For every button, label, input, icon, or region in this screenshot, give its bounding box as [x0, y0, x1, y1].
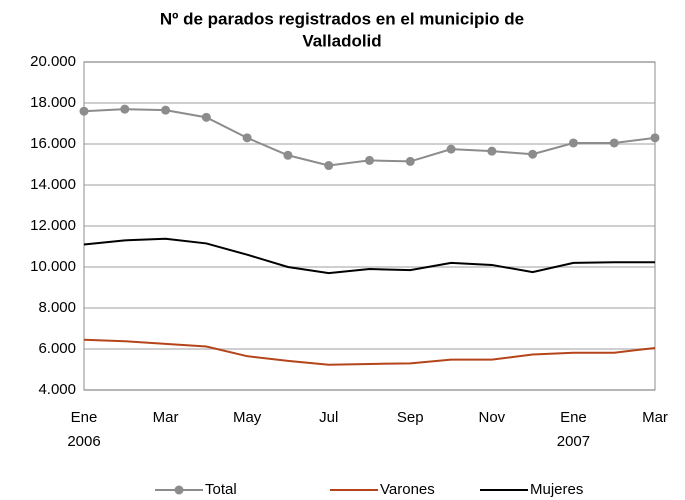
- y-tick-label: 4.000: [38, 381, 76, 398]
- x-tick-label: Sep: [397, 409, 424, 426]
- point-marker: [487, 146, 497, 156]
- legend-label: Mujeres: [530, 481, 583, 498]
- chart-title: Nº de parados registrados en el municipi…: [160, 9, 524, 28]
- point-marker: [161, 105, 171, 115]
- point-marker: [242, 133, 252, 143]
- y-tick-label: 6.000: [38, 340, 76, 357]
- legend-label: Varones: [380, 481, 435, 498]
- x-year-label: 2007: [557, 433, 590, 450]
- point-marker: [446, 144, 456, 154]
- x-tick-label: May: [233, 409, 262, 426]
- x-year-label: 2006: [67, 433, 100, 450]
- legend-label: Total: [205, 481, 237, 498]
- point-marker: [201, 112, 211, 122]
- x-tick-label: Ene: [71, 409, 98, 426]
- point-marker: [528, 149, 538, 159]
- point-marker: [650, 133, 660, 143]
- point-marker: [405, 156, 415, 166]
- point-marker: [79, 106, 89, 116]
- x-tick-label: Mar: [153, 409, 179, 426]
- point-marker: [283, 150, 293, 160]
- series-line: [83, 237, 655, 275]
- plot-frame: [83, 61, 656, 391]
- chart-title: Valladolid: [302, 31, 381, 50]
- x-tick-label: Jul: [319, 409, 338, 426]
- x-tick-label: Nov: [479, 409, 506, 426]
- x-tick-label: Mar: [642, 409, 668, 426]
- y-tick-label: 14.000: [30, 176, 76, 193]
- y-tick-label: 8.000: [38, 299, 76, 316]
- y-tick-label: 16.000: [30, 135, 76, 152]
- y-tick-label: 12.000: [30, 217, 76, 234]
- y-tick-label: 10.000: [30, 258, 76, 275]
- x-tick-label: Ene: [560, 409, 587, 426]
- point-marker: [609, 138, 619, 148]
- point-marker: [120, 104, 130, 114]
- series-line: [83, 338, 656, 366]
- point-marker: [568, 138, 578, 148]
- legend-marker: [174, 485, 184, 495]
- point-marker: [365, 155, 374, 165]
- y-tick-label: 20.000: [30, 53, 76, 70]
- point-marker: [324, 161, 334, 171]
- y-tick-label: 18.000: [30, 94, 76, 111]
